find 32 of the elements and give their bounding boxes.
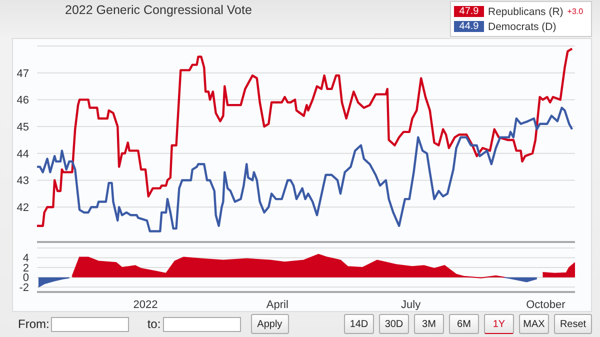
text: Apply (250, 314, 289, 334)
y-tick-label: 44 (16, 148, 29, 160)
text: MAX (519, 314, 549, 334)
y-tick-label: 2 (22, 262, 29, 274)
legend-label: Republicans (R) (488, 6, 564, 18)
chart-title: 2022 Generic Congressional Vote (65, 3, 252, 17)
y-tick-label: 46 (16, 94, 29, 107)
x-tick-label: April (266, 298, 288, 311)
text: to: (147, 317, 161, 331)
x-tick-label: July (401, 298, 422, 311)
legend-label: Democrats (D) (488, 20, 556, 32)
text: 6M (449, 314, 479, 334)
y-tick-label: 47 (16, 68, 29, 80)
text: 14D (344, 314, 374, 334)
text: From: (18, 317, 50, 331)
y-tick-label: 45 (16, 121, 29, 134)
text: 30D (379, 314, 409, 334)
text: +3.0 (567, 7, 584, 16)
y-tick-label: 4 (22, 252, 29, 265)
line-series (37, 48, 574, 227)
y-tick-label: 0 (22, 272, 29, 284)
x-tick-label: 2022 (133, 298, 158, 311)
y-tick-label: 43 (16, 175, 29, 188)
text: 3M (414, 314, 444, 334)
y-tick-label: 42 (16, 202, 29, 214)
line-series (37, 106, 574, 232)
text: 1Y (484, 314, 514, 334)
y-tick-label: -2 (19, 282, 29, 294)
text: 44.9 (454, 21, 484, 32)
text: Reset (554, 314, 592, 334)
x-tick-label: October (526, 298, 566, 311)
text: 47.9 (454, 6, 484, 17)
